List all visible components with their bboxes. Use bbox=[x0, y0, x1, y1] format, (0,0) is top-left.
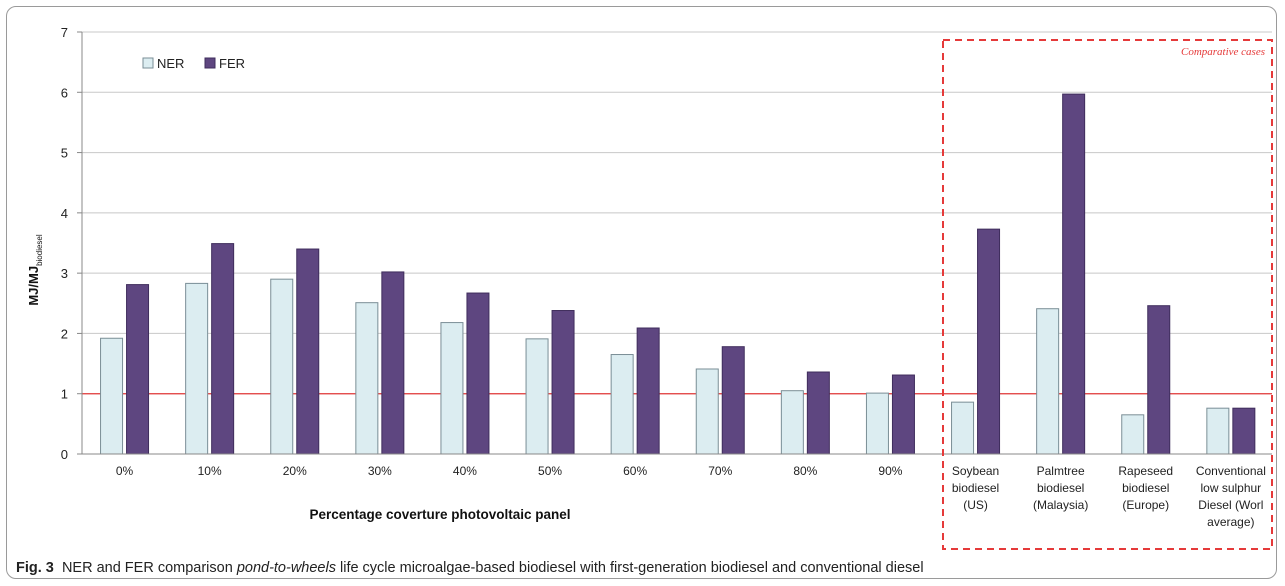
x-tick-label: 60% bbox=[623, 464, 647, 478]
caption-text-1: NER and FER comparison bbox=[61, 560, 237, 576]
x-tick-label: 40% bbox=[453, 464, 477, 478]
x-tick-label: 0% bbox=[116, 464, 134, 478]
y-tick-label: 1 bbox=[61, 387, 68, 402]
bar-chart: 0 1 2 3 4 5 6 7 0% 10% 20% 30% 40% 50% 60% 70% 80% 90% So… bbox=[26, 25, 1273, 550]
x-tick-label: Soybean biodiesel (US) bbox=[952, 464, 999, 512]
comparative-cases-box bbox=[942, 39, 1273, 550]
bar-fer bbox=[806, 371, 830, 455]
bar-ner bbox=[951, 401, 975, 455]
figure-caption: Fig. 3 NER and FER comparison pond-to-wh… bbox=[16, 560, 1266, 576]
x-tick-label-line: (Malaysia) bbox=[1033, 498, 1088, 512]
bar-ner bbox=[1206, 407, 1230, 455]
x-tick-label-line: 50% bbox=[538, 464, 562, 478]
gridlines bbox=[82, 31, 1272, 395]
bar-fer bbox=[1232, 407, 1256, 455]
y-tick-label: 0 bbox=[61, 447, 68, 462]
x-tick-label-line: Soybean bbox=[952, 464, 999, 478]
y-tick-label: 3 bbox=[61, 266, 68, 281]
x-axis-ticks: 0% 10% 20% 30% 40% 50% 60% 70% 80% 90% Soybean biod… bbox=[116, 464, 1266, 529]
bar-ner bbox=[1036, 308, 1060, 455]
x-tick-label: 90% bbox=[878, 464, 902, 478]
x-tick-label-line: biodiesel bbox=[952, 481, 999, 495]
legend-swatch-ner bbox=[142, 57, 154, 69]
bar-ner bbox=[1121, 414, 1145, 455]
x-tick-label-line: Palmtree bbox=[1037, 464, 1085, 478]
x-tick-label-line: (US) bbox=[963, 498, 988, 512]
bar-ner bbox=[185, 282, 209, 455]
x-tick-label-line: low sulphur bbox=[1200, 481, 1261, 495]
x-tick-label-line: Conventional bbox=[1196, 464, 1266, 478]
x-tick-label-line: 10% bbox=[198, 464, 222, 478]
axes bbox=[81, 32, 1272, 455]
bar-ner bbox=[865, 392, 889, 455]
bar-ner bbox=[355, 302, 379, 455]
bar-fer bbox=[381, 271, 405, 455]
bar-fer bbox=[1062, 93, 1086, 455]
bar-fer bbox=[891, 374, 915, 455]
x-tick-label: 80% bbox=[793, 464, 817, 478]
x-tick-label: Conventional low sulphur Diesel (Worl avera… bbox=[1196, 464, 1266, 529]
x-tick-label-line: (Europe) bbox=[1122, 498, 1169, 512]
bar-fer bbox=[551, 310, 575, 455]
x-tick-label-line: Rapeseed bbox=[1118, 464, 1173, 478]
bar-fer bbox=[211, 243, 235, 455]
y-axis-label: MJ/MJbiodiesel bbox=[26, 234, 44, 306]
legend: NER FER bbox=[142, 56, 245, 71]
x-tick-label-line: 30% bbox=[368, 464, 392, 478]
x-tick-label-line: 60% bbox=[623, 464, 647, 478]
x-tick-label: Palmtree biodiesel (Malaysia) bbox=[1033, 464, 1088, 512]
x-tick-label-line: 70% bbox=[708, 464, 732, 478]
x-tick-label-line: average) bbox=[1207, 515, 1254, 529]
legend-label-fer: FER bbox=[219, 56, 245, 71]
bar-fer bbox=[721, 346, 745, 455]
x-tick-label: 70% bbox=[708, 464, 732, 478]
x-tick-label-line: biodiesel bbox=[1037, 481, 1084, 495]
y-tick-label: 2 bbox=[61, 326, 68, 341]
bar-fer bbox=[466, 292, 490, 455]
y-tick-label: 5 bbox=[61, 146, 68, 161]
bar-fer bbox=[296, 248, 320, 455]
bar-ner bbox=[270, 278, 294, 455]
x-tick-label: 50% bbox=[538, 464, 562, 478]
bar-ner bbox=[440, 322, 464, 455]
y-tick-label: 6 bbox=[61, 85, 68, 100]
legend-label-ner: NER bbox=[157, 56, 184, 71]
x-tick-label-line: Diesel (Worl bbox=[1198, 498, 1263, 512]
caption-text-italic: pond-to-wheels bbox=[236, 560, 336, 576]
comparative-cases-label: Comparative cases bbox=[1181, 46, 1265, 58]
x-tick-label: Rapeseed biodiesel (Europe) bbox=[1118, 464, 1173, 512]
x-tick-label-line: 0% bbox=[116, 464, 134, 478]
x-tick-label-line: 90% bbox=[878, 464, 902, 478]
x-tick-label: 10% bbox=[198, 464, 222, 478]
x-tick-label-line: biodiesel bbox=[1122, 481, 1169, 495]
bar-fer bbox=[1147, 305, 1171, 455]
x-tick-label-line: 40% bbox=[453, 464, 477, 478]
caption-label: Fig. 3 bbox=[16, 560, 54, 576]
legend-swatch-fer bbox=[204, 57, 216, 69]
x-tick-label-line: 20% bbox=[283, 464, 307, 478]
x-tick-label-line: 80% bbox=[793, 464, 817, 478]
bar-fer bbox=[977, 228, 1001, 455]
bars bbox=[100, 93, 1256, 455]
bar-ner bbox=[610, 354, 634, 455]
y-axis-ticks: 0 1 2 3 4 5 6 7 bbox=[61, 25, 82, 462]
x-tick-label: 20% bbox=[283, 464, 307, 478]
x-tick-label: 30% bbox=[368, 464, 392, 478]
y-tick-label: 4 bbox=[61, 206, 68, 221]
y-tick-label: 7 bbox=[61, 25, 68, 40]
caption-text-2: life cycle microalgae-based biodiesel wi… bbox=[335, 560, 924, 576]
bar-fer bbox=[126, 284, 150, 455]
x-axis-label: Percentage coverture photovoltaic panel bbox=[309, 507, 570, 522]
bar-ner bbox=[100, 337, 124, 455]
bar-ner bbox=[695, 368, 719, 455]
bar-ner bbox=[780, 390, 804, 455]
bar-fer bbox=[636, 327, 660, 455]
bar-ner bbox=[525, 338, 549, 455]
